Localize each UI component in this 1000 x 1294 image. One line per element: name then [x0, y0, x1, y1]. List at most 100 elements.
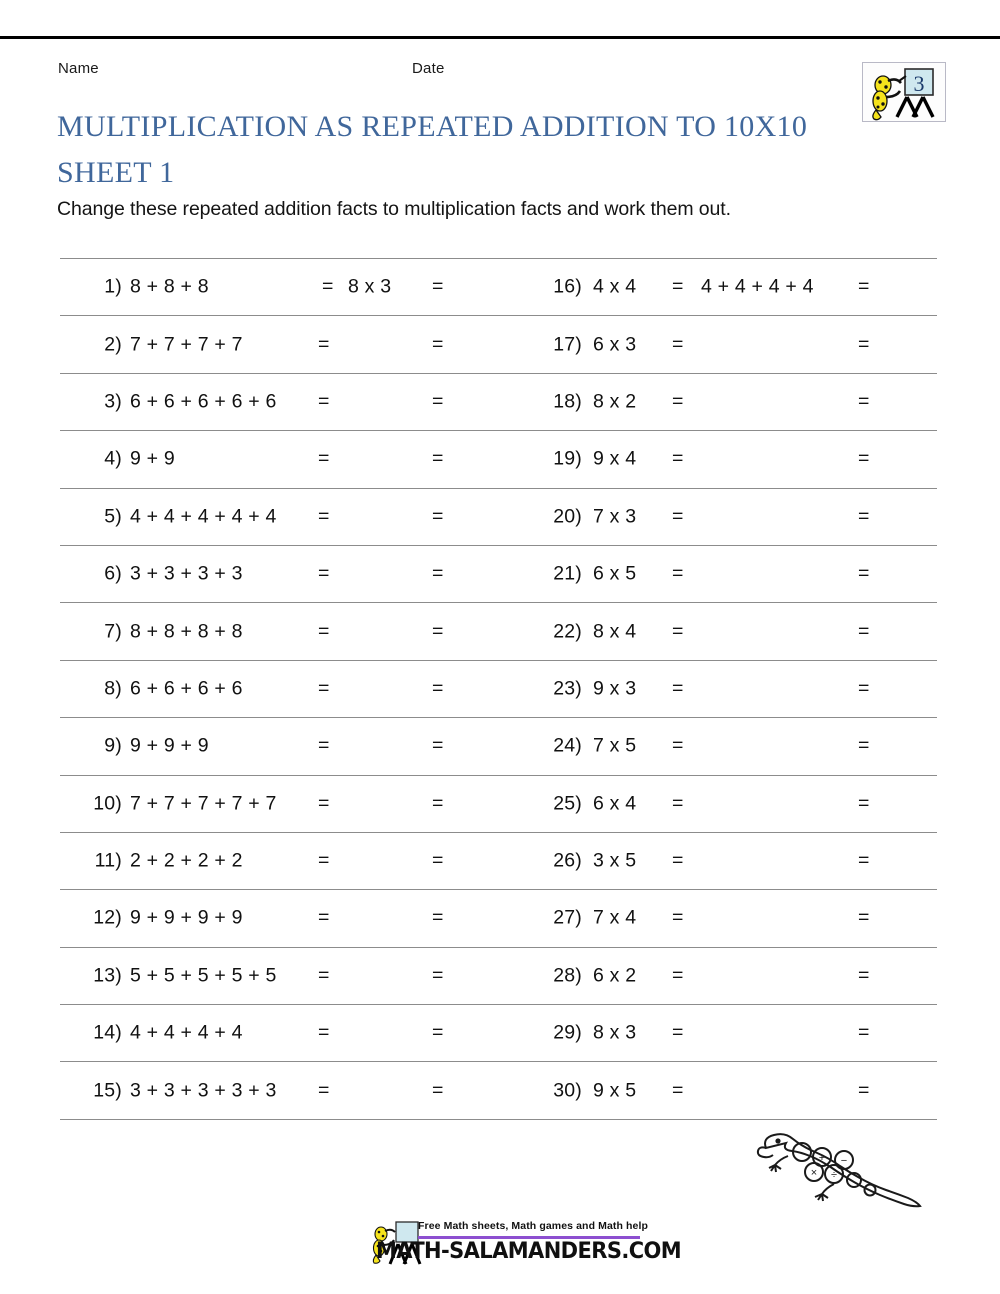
- table-row: 12) 9 + 9 + 9 + 9 = = 27) 7 x 4 = =: [60, 889, 937, 946]
- problem-number: 19): [553, 447, 582, 470]
- page-title-line2: SHEET 1: [57, 156, 175, 189]
- equals-sign-2: =: [858, 906, 870, 929]
- equals-sign-1: =: [318, 1079, 330, 1102]
- problems-table: 1) 8 + 8 + 8 = 8 x 3 = 16) 4 x 4 = 4 + 4 + 4 + 4…: [60, 258, 937, 1120]
- equals-sign-2: =: [858, 677, 870, 700]
- problem-expression: 7 x 5: [593, 734, 637, 757]
- equals-sign-2: =: [432, 505, 444, 528]
- problem-number: 7): [104, 620, 122, 643]
- problem-expression: 9 x 5: [593, 1079, 637, 1102]
- problem-expression: 9 + 9 + 9: [130, 734, 209, 757]
- problem-number: 25): [553, 792, 582, 815]
- problem-expression: 9 x 3: [593, 677, 637, 700]
- plus-symbol: +: [819, 1152, 825, 1164]
- answer-slot-middle[interactable]: 4 + 4 + 4 + 4: [701, 275, 814, 298]
- problem-expression: 2 + 2 + 2 + 2: [130, 849, 243, 872]
- equals-sign-1: =: [318, 1021, 330, 1044]
- equals-sign-2: =: [432, 562, 444, 585]
- problem-expression: 7 x 4: [593, 906, 637, 929]
- equals-sign-1: =: [672, 275, 684, 298]
- equals-sign-1: =: [318, 792, 330, 815]
- equals-sign-1: =: [672, 390, 684, 413]
- problem-number: 4): [104, 447, 122, 470]
- equals-sign-2: =: [432, 390, 444, 413]
- equals-sign-2: =: [858, 849, 870, 872]
- equals-sign-2: =: [858, 333, 870, 356]
- problem-number: 12): [93, 906, 122, 929]
- equals-sign-2: =: [432, 333, 444, 356]
- problem-number: 28): [553, 964, 582, 987]
- table-row: 15) 3 + 3 + 3 + 3 + 3 = = 30) 9 x 5 = =: [60, 1061, 937, 1120]
- equals-sign-1: =: [318, 333, 330, 356]
- name-field-label: Name: [58, 60, 99, 77]
- problem-number: 8): [104, 677, 122, 700]
- equals-sign-1: =: [318, 620, 330, 643]
- table-row: 10) 7 + 7 + 7 + 7 + 7 = = 25) 6 x 4 = =: [60, 774, 937, 832]
- problem-expression: 9 + 9 + 9 + 9: [130, 906, 243, 929]
- equals-sign-2: =: [432, 734, 444, 757]
- equals-sign-2: =: [858, 275, 870, 298]
- equals-sign-2: =: [432, 792, 444, 815]
- problem-number: 10): [93, 792, 122, 815]
- problem-expression: 4 + 4 + 4 + 4 + 4: [130, 505, 277, 528]
- instructions-text: Change these repeated addition facts to …: [57, 198, 731, 220]
- multiply-symbol: ×: [811, 1167, 817, 1179]
- equals-sign-1: =: [672, 447, 684, 470]
- equals-sign-1: =: [672, 333, 684, 356]
- table-row: 3) 6 + 6 + 6 + 6 + 6 = = 18) 8 x 2 = =: [60, 372, 937, 430]
- salamander-line-art-decoration: + − × ÷: [756, 1133, 922, 1208]
- grade-number: 3: [914, 71, 925, 96]
- equals-sign-2: =: [432, 620, 444, 643]
- problem-expression: 8 + 8 + 8: [130, 275, 209, 298]
- table-row: 6) 3 + 3 + 3 + 3 = = 21) 6 x 5 = =: [60, 544, 937, 602]
- equals-sign-1: =: [672, 677, 684, 700]
- problem-expression: 8 x 2: [593, 390, 637, 413]
- table-row: 4) 9 + 9 = = 19) 9 x 4 = =: [60, 430, 937, 487]
- equals-sign-2: =: [858, 734, 870, 757]
- salamander-painting-easel-icon-footer: [372, 1221, 422, 1265]
- equals-sign-2: =: [432, 849, 444, 872]
- equals-sign-2: =: [858, 447, 870, 470]
- problem-expression: 6 + 6 + 6 + 6: [130, 677, 243, 700]
- problem-expression: 9 + 9: [130, 447, 175, 470]
- problem-expression: 7 x 3: [593, 505, 637, 528]
- equals-sign-2: =: [858, 1079, 870, 1102]
- problem-expression: 3 + 3 + 3 + 3 + 3: [130, 1079, 277, 1102]
- table-row: 7) 8 + 8 + 8 + 8 = = 22) 8 x 4 = =: [60, 602, 937, 659]
- equals-sign-2: =: [858, 620, 870, 643]
- problem-expression: 9 x 4: [593, 447, 637, 470]
- equals-sign-2: =: [432, 677, 444, 700]
- problem-number: 26): [553, 849, 582, 872]
- problem-number: 29): [553, 1021, 582, 1044]
- equals-sign-1: =: [318, 447, 330, 470]
- equals-sign-1: =: [672, 562, 684, 585]
- equals-sign-2: =: [858, 964, 870, 987]
- equals-sign-2: =: [432, 964, 444, 987]
- problem-expression: 4 x 4: [593, 275, 637, 298]
- problem-number: 22): [553, 620, 582, 643]
- footer-branding: Free Math sheets, Math games and Math he…: [368, 1218, 682, 1274]
- problem-number: 15): [93, 1079, 122, 1102]
- answer-slot-middle[interactable]: 8 x 3: [348, 275, 392, 298]
- equals-sign-1: =: [318, 734, 330, 757]
- date-field-label: Date: [412, 60, 445, 77]
- equals-sign-1: =: [672, 849, 684, 872]
- equals-sign-1: =: [318, 390, 330, 413]
- problem-expression: 4 + 4 + 4 + 4: [130, 1021, 243, 1044]
- equals-sign-1: =: [672, 1079, 684, 1102]
- salamander-painting-easel-icon: 3: [872, 68, 935, 121]
- equals-sign-1: =: [672, 1021, 684, 1044]
- footer-tagline: Free Math sheets, Math games and Math he…: [418, 1220, 648, 1232]
- problem-expression: 6 x 5: [593, 562, 637, 585]
- equals-sign-2: =: [432, 1079, 444, 1102]
- table-row: 1) 8 + 8 + 8 = 8 x 3 = 16) 4 x 4 = 4 + 4 + 4 + 4…: [60, 258, 937, 315]
- equals-sign-2: =: [432, 1021, 444, 1044]
- problem-number: 20): [553, 505, 582, 528]
- equals-sign-1: =: [322, 275, 334, 298]
- problem-number: 9): [104, 734, 122, 757]
- equals-sign-2: =: [858, 390, 870, 413]
- footer-domain-link[interactable]: MATH-SALAMANDERS.COM: [376, 1238, 682, 1264]
- equals-sign-2: =: [858, 562, 870, 585]
- equals-sign-1: =: [672, 792, 684, 815]
- minus-symbol: −: [841, 1155, 847, 1167]
